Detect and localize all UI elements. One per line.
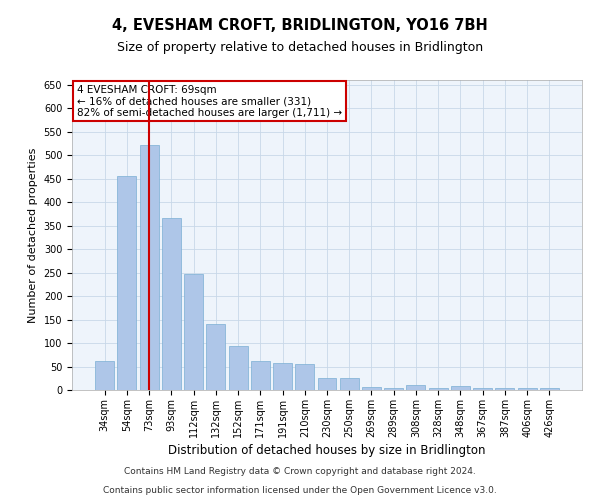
Bar (95, 361, 114, 390)
Bar (162, 218, 181, 390)
Bar (295, 364, 314, 390)
Text: Contains HM Land Registry data © Crown copyright and database right 2024.: Contains HM Land Registry data © Crown c… (124, 467, 476, 476)
Text: Contains public sector information licensed under the Open Government Licence v3: Contains public sector information licen… (103, 486, 497, 495)
Bar (540, 388, 559, 390)
Bar (406, 385, 425, 390)
Bar (429, 388, 448, 390)
Bar (384, 388, 403, 390)
Text: Size of property relative to detached houses in Bridlington: Size of property relative to detached ho… (117, 41, 483, 54)
Text: 4 EVESHAM CROFT: 69sqm
← 16% of detached houses are smaller (331)
82% of semi-de: 4 EVESHAM CROFT: 69sqm ← 16% of detached… (77, 84, 342, 118)
Y-axis label: Number of detached properties: Number of detached properties (28, 148, 38, 322)
Bar (362, 386, 381, 390)
Bar (140, 145, 158, 390)
Bar (518, 388, 536, 390)
Bar (273, 363, 292, 390)
Bar (118, 176, 136, 390)
Bar (251, 361, 270, 390)
Bar (229, 346, 248, 390)
Bar (451, 386, 470, 390)
Bar (317, 378, 337, 390)
X-axis label: Distribution of detached houses by size in Bridlington: Distribution of detached houses by size … (168, 444, 486, 457)
Bar (473, 388, 492, 390)
Text: 4, EVESHAM CROFT, BRIDLINGTON, YO16 7BH: 4, EVESHAM CROFT, BRIDLINGTON, YO16 7BH (112, 18, 488, 32)
Bar (184, 274, 203, 390)
Bar (340, 378, 359, 390)
Bar (496, 388, 514, 390)
Bar (206, 324, 225, 390)
